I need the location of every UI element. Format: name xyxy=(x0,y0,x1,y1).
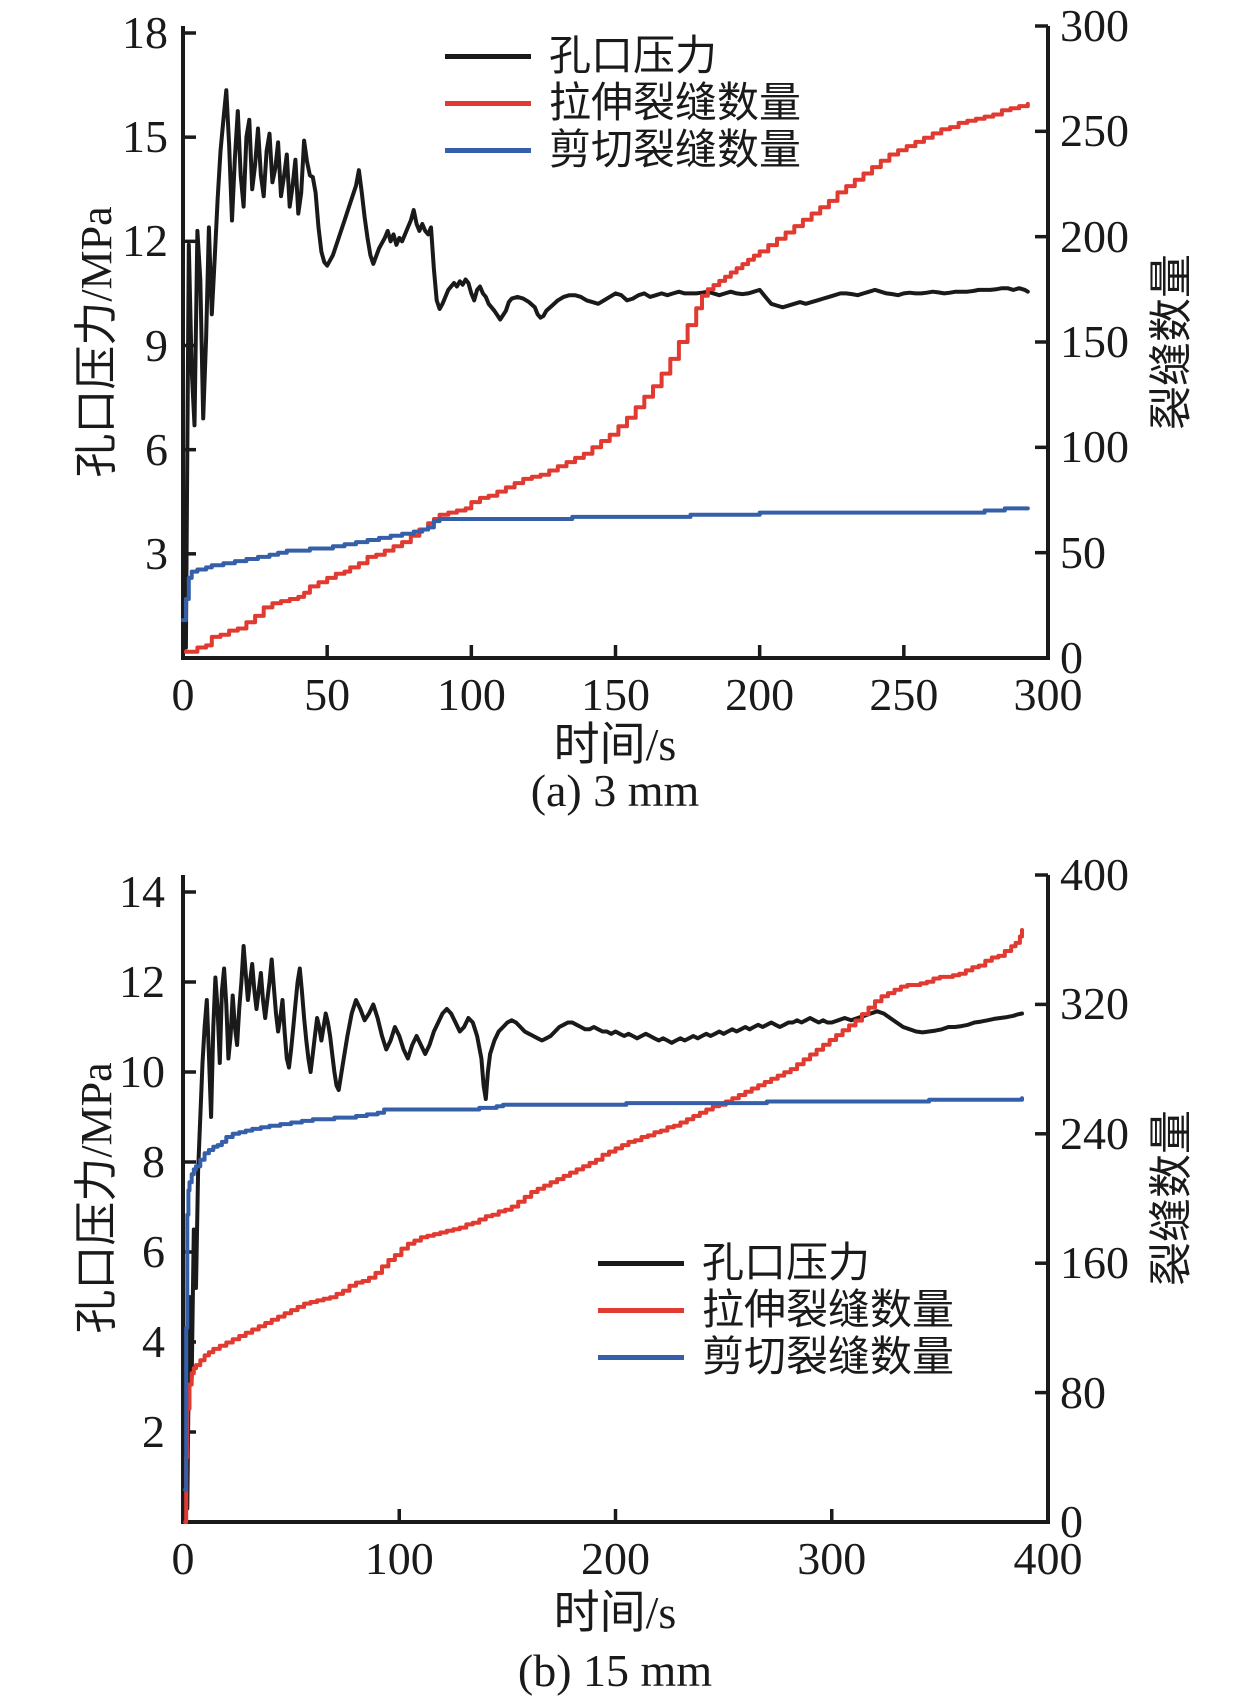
chart-a-series-shear-cracks xyxy=(181,506,1030,623)
chart-b-x-tick-label: 0 xyxy=(171,1533,195,1584)
chart-a-left-tick-label: 9 xyxy=(145,319,168,371)
chart-a-right-tick-label: 250 xyxy=(1060,105,1129,157)
chart-b-x-tick-label: 400 xyxy=(1013,1533,1083,1584)
chart-a-left-tick-label: 12 xyxy=(122,215,168,267)
chart-b-right-tick-label: 320 xyxy=(1060,978,1129,1030)
legend-line-swatch xyxy=(445,148,531,153)
chart-b-series-tensile-cracks xyxy=(183,928,1024,1524)
legend-line-swatch xyxy=(445,54,531,59)
chart-a-left-tick-label: 18 xyxy=(122,7,168,58)
chart-a-right-tick-label: 0 xyxy=(1060,632,1083,683)
chart-b-left-tick-label: 14 xyxy=(119,866,165,917)
chart-b-left-tick-label: 6 xyxy=(142,1226,165,1277)
chart-a-x-tick-label: 300 xyxy=(1013,669,1083,720)
chart-a-legend-item: 孔口压力 xyxy=(445,33,801,80)
legend-label: 孔口压力 xyxy=(702,1240,871,1287)
chart-a-x-tick-label: 0 xyxy=(171,669,195,720)
chart-a-x-tick-label: 100 xyxy=(436,669,506,720)
chart-a-series-tensile-cracks xyxy=(183,101,1030,654)
chart-b-x-tick-label: 100 xyxy=(364,1533,434,1584)
chart-a-x-tick-label: 150 xyxy=(581,669,650,720)
chart-a-right-tick-label: 200 xyxy=(1060,210,1129,262)
legend-label: 孔口压力 xyxy=(549,33,718,80)
chart-b-legend: 孔口压力 拉伸裂缝数量 剪切裂缝数量 xyxy=(598,1240,954,1381)
legend-label: 拉伸裂缝数量 xyxy=(549,80,802,127)
chart-a-legend-item: 剪切裂缝数量 xyxy=(445,127,801,174)
chart-b-right-tick-label: 240 xyxy=(1060,1107,1129,1159)
chart-a-legend: 孔口压力 拉伸裂缝数量 剪切裂缝数量 xyxy=(445,33,801,174)
chart-a-left-tick-label: 15 xyxy=(122,111,168,163)
chart-b-legend-item: 剪切裂缝数量 xyxy=(598,1334,954,1381)
chart-a-caption: (a) 3 mm xyxy=(530,765,700,816)
chart-a-right-tick-label: 300 xyxy=(1060,0,1129,51)
chart-b-left-tick-label: 8 xyxy=(142,1136,165,1187)
legend-label: 剪切裂缝数量 xyxy=(702,1334,955,1381)
chart-b-left-tick-label: 10 xyxy=(119,1046,165,1097)
chart-b-series-pressure xyxy=(185,944,1024,1511)
chart-a-x-tick-label: 250 xyxy=(869,669,939,720)
legend-label: 拉伸裂缝数量 xyxy=(702,1287,955,1334)
chart-a-right-tick-label: 100 xyxy=(1060,421,1129,473)
chart-b-right-tick-label: 80 xyxy=(1060,1366,1106,1418)
chart-b-left-axis-title: 孔口压力/MPa xyxy=(72,1062,121,1334)
legend-label: 剪切裂缝数量 xyxy=(549,127,802,174)
chart-a-right-tick-label: 50 xyxy=(1060,526,1106,578)
chart-b-x-tick-label: 300 xyxy=(797,1533,867,1584)
chart-b-left-tick-label: 12 xyxy=(119,956,165,1007)
chart-b-caption: (b) 15 mm xyxy=(517,1645,713,1696)
chart-a-left-tick-label: 6 xyxy=(145,423,168,475)
chart-b-right-tick-label: 160 xyxy=(1060,1237,1129,1289)
chart-b-left-tick-label: 4 xyxy=(142,1316,165,1367)
chart-b-series-shear-cracks xyxy=(183,1096,1024,1492)
chart-b-x-axis-title: 时间/s xyxy=(553,1587,677,1638)
chart-a-x-tick-label: 50 xyxy=(304,669,351,720)
legend-line-swatch xyxy=(598,1355,684,1360)
legend-line-swatch xyxy=(598,1261,684,1266)
chart-a-right-tick-label: 150 xyxy=(1060,316,1129,367)
chart-b-right-tick-label: 0 xyxy=(1060,1496,1083,1547)
chart-a-x-axis-title: 时间/s xyxy=(553,719,677,770)
legend-line-swatch xyxy=(598,1308,684,1313)
legend-line-swatch xyxy=(445,101,531,106)
chart-a-right-axis-title: 裂缝数量 xyxy=(1147,254,1196,430)
chart-a-x-tick-label: 200 xyxy=(725,669,795,720)
chart-a-legend-item: 拉伸裂缝数量 xyxy=(445,80,801,127)
chart-b-legend-item: 拉伸裂缝数量 xyxy=(598,1287,954,1334)
chart-b-right-axis-title: 裂缝数量 xyxy=(1147,1110,1196,1286)
chart-a-left-tick-label: 3 xyxy=(145,527,168,579)
chart-b-right-tick-label: 400 xyxy=(1060,849,1129,900)
chart-a-series-pressure xyxy=(183,88,1030,650)
chart-b-x-tick-label: 200 xyxy=(581,1533,650,1584)
chart-b-left-tick-label: 2 xyxy=(142,1406,165,1457)
chart-b-legend-item: 孔口压力 xyxy=(598,1240,954,1287)
